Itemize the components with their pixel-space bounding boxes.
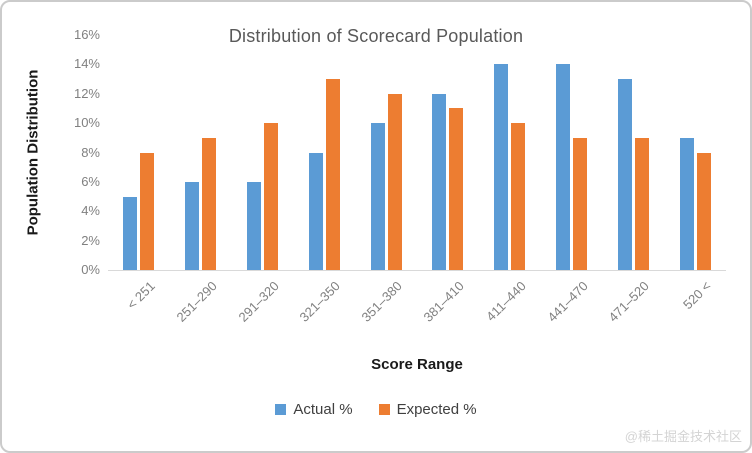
bar-actual: [123, 196, 138, 270]
y-tick-label: 0%: [81, 262, 100, 277]
bar-actual: [555, 64, 570, 270]
y-axis-title-text: Population Distribution: [24, 69, 42, 236]
bar-actual: [185, 181, 200, 270]
legend-swatch-icon: [275, 404, 287, 415]
y-tick-label: 8%: [81, 144, 100, 160]
bar-expected: [449, 108, 464, 270]
bar-group: [232, 35, 294, 270]
bar-group: [293, 35, 355, 270]
bar-actual: [308, 152, 323, 270]
legend-item: Actual %: [275, 401, 353, 418]
bar-expected: [325, 79, 340, 270]
y-tick-label: 12%: [73, 85, 100, 101]
y-tick-label: 6%: [81, 173, 100, 189]
bar-expected: [202, 137, 217, 270]
bar-actual: [494, 64, 509, 270]
x-axis-title: Score Range: [371, 356, 463, 373]
legend-item: Expected %: [378, 401, 477, 418]
bar-group: [417, 35, 479, 270]
y-tick-label: 14%: [73, 56, 100, 72]
bar-expected: [511, 123, 526, 270]
bar-expected: [263, 123, 278, 270]
bar-expected: [696, 152, 711, 270]
bar-actual: [679, 137, 694, 270]
y-tick-label: 2%: [81, 232, 100, 248]
watermark-text: @稀土掘金技术社区: [624, 429, 742, 444]
chart-legend: Actual % Expected %: [2, 401, 750, 418]
legend-label: Actual %: [293, 401, 353, 418]
bar-group: [355, 35, 417, 270]
plot-area: [108, 35, 726, 271]
bar-group: [602, 35, 664, 270]
bar-actual: [617, 79, 632, 270]
bar-group: [664, 35, 726, 270]
legend-label: Expected %: [396, 401, 477, 418]
bar-group: [479, 35, 541, 270]
y-tick-label: 16%: [73, 27, 100, 42]
bar-actual: [246, 181, 261, 270]
bar-group: [108, 35, 170, 270]
bar-actual: [432, 93, 447, 270]
y-tick-label: 4%: [81, 203, 100, 219]
bar-expected: [387, 93, 402, 270]
bar-expected: [634, 137, 649, 270]
chart-title: Distribution of Scorecard Population: [228, 26, 524, 46]
legend-swatch-icon: [378, 404, 390, 415]
y-tick-label: 10%: [73, 115, 100, 131]
bar-expected: [140, 152, 155, 270]
bar-group: [541, 35, 603, 270]
bar-group: [170, 35, 232, 270]
bar-expected: [572, 137, 587, 270]
bar-actual: [370, 123, 385, 270]
